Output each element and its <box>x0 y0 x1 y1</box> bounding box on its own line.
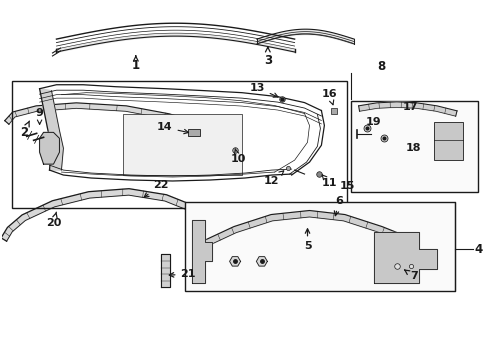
Text: 11: 11 <box>321 175 336 188</box>
Polygon shape <box>256 257 267 266</box>
Text: 20: 20 <box>46 212 61 228</box>
Text: 13: 13 <box>249 83 278 97</box>
Text: 7: 7 <box>404 270 417 281</box>
Bar <box>188 129 200 136</box>
Bar <box>185 202 454 291</box>
Text: 9: 9 <box>36 108 43 125</box>
Polygon shape <box>1 189 191 241</box>
Bar <box>122 113 242 175</box>
Text: 22: 22 <box>144 180 168 197</box>
Polygon shape <box>229 257 240 266</box>
Text: 6: 6 <box>334 196 343 216</box>
Polygon shape <box>161 255 169 287</box>
Polygon shape <box>203 211 411 247</box>
Text: 10: 10 <box>230 149 245 164</box>
Bar <box>350 100 477 192</box>
Text: 5: 5 <box>303 229 311 251</box>
Text: 18: 18 <box>405 143 421 153</box>
Polygon shape <box>192 220 212 283</box>
Text: 14: 14 <box>157 122 188 134</box>
Text: 3: 3 <box>263 47 271 67</box>
Text: 15: 15 <box>339 181 354 191</box>
Text: 19: 19 <box>366 117 381 127</box>
Text: 2: 2 <box>20 121 29 139</box>
Polygon shape <box>5 103 189 125</box>
Text: 4: 4 <box>473 243 481 256</box>
Text: 1: 1 <box>131 56 140 72</box>
Text: 16: 16 <box>321 89 336 105</box>
Text: 8: 8 <box>376 60 384 73</box>
Polygon shape <box>40 132 60 164</box>
Bar <box>433 122 462 160</box>
Text: 12: 12 <box>264 171 283 186</box>
Text: 17: 17 <box>402 102 418 112</box>
Polygon shape <box>40 89 63 170</box>
Polygon shape <box>373 231 436 283</box>
Polygon shape <box>358 102 456 116</box>
Text: 21: 21 <box>169 269 196 279</box>
Bar <box>12 81 346 208</box>
